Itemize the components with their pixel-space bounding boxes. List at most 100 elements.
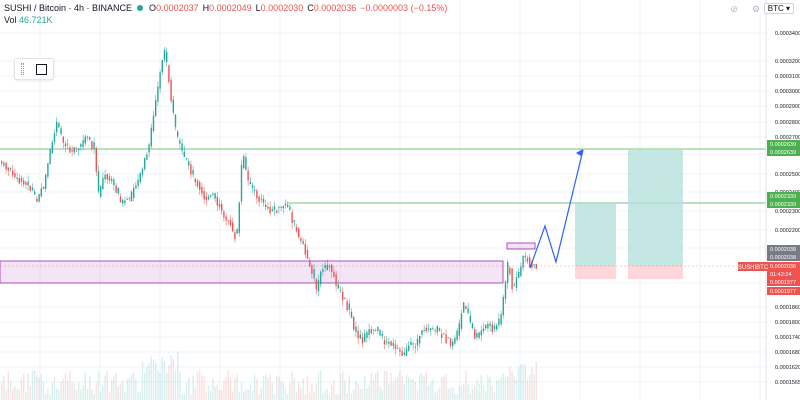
candle-body	[172, 99, 174, 113]
volume-bar	[280, 381, 282, 400]
drawing-toolbar[interactable]	[14, 58, 54, 80]
candle-body	[181, 143, 183, 151]
candle-body	[82, 140, 84, 147]
price-tag-label: 0.0002639	[770, 142, 796, 148]
currency-button[interactable]: BTC ▾	[763, 3, 794, 14]
long-position-1-loss[interactable]	[575, 266, 616, 279]
chart-legend: SUSHI / Bitcoin · 4h · BINANCE O0.000203…	[4, 3, 447, 13]
volume-bar	[430, 382, 432, 400]
candle-body	[53, 133, 56, 142]
candle-body	[60, 128, 62, 135]
volume-bar	[40, 374, 42, 400]
candle-body	[454, 337, 456, 344]
volume-bar	[529, 374, 531, 400]
volume-bar	[496, 380, 498, 400]
candle-body	[229, 219, 232, 226]
candle-body	[355, 326, 357, 332]
candle-body	[137, 179, 139, 186]
candle-body	[456, 330, 458, 341]
candle-body	[155, 100, 157, 117]
candle-body	[304, 244, 306, 255]
volume-bar	[348, 374, 350, 400]
price-axis-tick: 0.0002500	[775, 172, 800, 178]
candle-body	[95, 147, 97, 172]
volume-bar	[236, 374, 238, 400]
candle-body	[403, 352, 405, 355]
price-tag-label: 0.0002339	[770, 202, 796, 208]
price-axis-tick: 0.0003200	[775, 59, 800, 65]
gear-icon[interactable]: ⚙	[751, 4, 760, 14]
candle-body	[526, 258, 529, 262]
price-axis-tick: 0.0002700	[775, 135, 800, 141]
candle-body	[328, 265, 331, 268]
candle-body	[438, 328, 441, 331]
candle-body	[249, 181, 251, 185]
long-position-2-loss[interactable]	[628, 266, 683, 279]
candle-body	[291, 212, 293, 223]
volume-bar	[201, 374, 203, 400]
long-position-2-profit[interactable]	[628, 149, 683, 266]
price-tag-label: 0.0002038	[770, 247, 796, 253]
price-tag-label: 0.0002036	[770, 264, 796, 270]
candle-body	[469, 315, 471, 323]
candle-body	[386, 341, 388, 343]
candle-body	[234, 232, 236, 240]
volume-bar	[223, 380, 225, 400]
volume-bar	[524, 365, 526, 400]
candle-body	[163, 49, 166, 60]
volume-bar	[93, 394, 95, 400]
candle-body	[86, 136, 89, 138]
volume-bar	[251, 390, 254, 400]
volume-bar	[491, 385, 493, 400]
volume-bar	[311, 383, 313, 400]
candle-body	[148, 144, 150, 153]
projection-path[interactable]	[529, 149, 584, 269]
long-position-1-profit[interactable]	[575, 203, 616, 266]
volume-bar	[454, 393, 456, 400]
candle-body	[207, 196, 210, 200]
volume-bar	[425, 372, 427, 400]
volume-bar	[326, 389, 328, 400]
volume-bar	[42, 381, 45, 400]
candle-body	[511, 268, 513, 290]
volume-bar	[269, 374, 271, 400]
candle-body	[300, 238, 302, 242]
top-icons: ⊘ ⚙	[730, 4, 760, 15]
candle-body	[326, 264, 328, 271]
volume-bar	[271, 382, 273, 400]
candle-body	[168, 65, 170, 83]
volume-bar	[95, 382, 97, 400]
candle-body	[408, 345, 410, 351]
candle-body	[353, 316, 355, 330]
symbol-title[interactable]: SUSHI / Bitcoin · 4h · BINANCE	[4, 3, 133, 13]
candle-body	[238, 202, 240, 234]
volume-bar	[467, 384, 469, 400]
support-zone[interactable]	[0, 260, 504, 284]
volume-bar	[18, 389, 20, 400]
candle-body	[458, 323, 460, 336]
volume-bar	[111, 379, 113, 400]
volume-bar	[91, 389, 93, 400]
rectangle-tool-icon[interactable]	[36, 63, 47, 75]
volume-bar	[31, 371, 34, 400]
volume-bar	[480, 374, 482, 400]
drag-handle-icon[interactable]	[21, 63, 24, 75]
volume-bar	[135, 379, 137, 400]
price-axis-tick: 0.0002800	[775, 120, 800, 126]
candle-body	[350, 311, 353, 318]
volume-bar	[179, 372, 181, 400]
ohlc-high: H0.0002049	[202, 3, 252, 13]
candle-body	[379, 329, 381, 336]
small-zone[interactable]	[506, 242, 536, 250]
volume-bar	[172, 359, 174, 400]
volume-bar	[260, 387, 262, 400]
volume-bar	[7, 370, 9, 400]
eye-off-icon[interactable]: ⊘	[730, 4, 738, 14]
candle-body	[359, 334, 361, 339]
candle-body	[427, 328, 430, 330]
volume-bar	[445, 374, 447, 400]
candle-body	[357, 330, 359, 339]
candle-body	[214, 193, 216, 199]
volume-bar	[168, 365, 170, 400]
